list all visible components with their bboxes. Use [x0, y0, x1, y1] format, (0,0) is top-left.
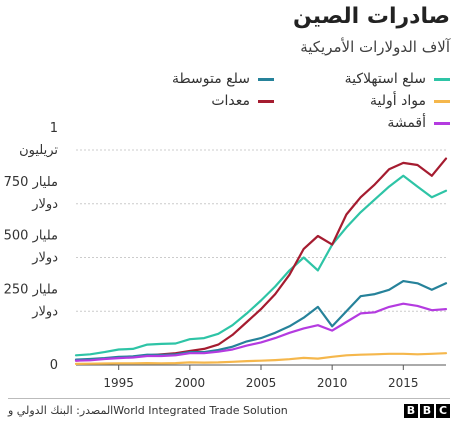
y-tick-label: دولار — [31, 304, 58, 319]
x-tick-label: 1995 — [103, 376, 134, 390]
legend-item-raw-materials: مواد أولية — [370, 92, 450, 110]
legend-label-textiles: أقمشة — [387, 115, 426, 131]
bbc-logo: B B C — [404, 404, 450, 418]
footer-divider — [8, 398, 450, 399]
bbc-logo-letter: B — [420, 404, 434, 418]
chart-title: صادرات الصين — [292, 4, 450, 29]
chart-subtitle: آلاف الدولارات الأمريكية — [300, 38, 450, 56]
legend-item-consumer-goods: سلع استهلاكية — [345, 70, 450, 88]
y-tick-label: 250 مليار — [4, 282, 58, 297]
y-tick-label: 0 — [50, 358, 58, 373]
legend-swatch-textiles — [434, 121, 450, 125]
bbc-logo-letter: B — [404, 404, 418, 418]
legend-swatch-consumer-goods — [434, 77, 450, 81]
legend-item-intermediate-goods: سلع متوسطة — [172, 70, 274, 88]
legend-label-consumer-goods: سلع استهلاكية — [344, 71, 426, 87]
x-tick-label: 2000 — [175, 376, 206, 390]
source-note: المصدر: البنك الدولي وWorld Integrated T… — [8, 404, 288, 417]
series-line — [74, 157, 448, 362]
x-tick-label: 2015 — [388, 376, 419, 390]
legend-label-intermediate-goods: سلع متوسطة — [172, 71, 250, 87]
y-tick-label: 750 مليار — [4, 175, 58, 190]
y-tick-label: دولار — [31, 197, 58, 212]
series-line — [74, 302, 448, 362]
legend-label-raw-materials: مواد أولية — [370, 93, 426, 109]
legend-item-textiles: أقمشة — [387, 114, 450, 132]
series-line — [74, 280, 448, 361]
y-tick-label: دولار — [31, 251, 58, 266]
legend-item-equipment: معدات — [211, 92, 274, 110]
x-tick-label: 2005 — [246, 376, 277, 390]
legend-swatch-raw-materials — [434, 99, 450, 103]
series-line — [74, 352, 448, 365]
legend-label-equipment: معدات — [211, 93, 250, 109]
y-tick-label: 1 — [50, 121, 58, 136]
y-tick-label: 500 مليار — [4, 229, 58, 244]
series-line — [74, 174, 448, 357]
x-tick-label: 2010 — [317, 376, 348, 390]
bbc-logo-letter: C — [436, 404, 450, 418]
legend-swatch-equipment — [258, 99, 274, 103]
y-tick-label: تريليون — [19, 143, 58, 158]
legend-swatch-intermediate-goods — [258, 77, 274, 81]
